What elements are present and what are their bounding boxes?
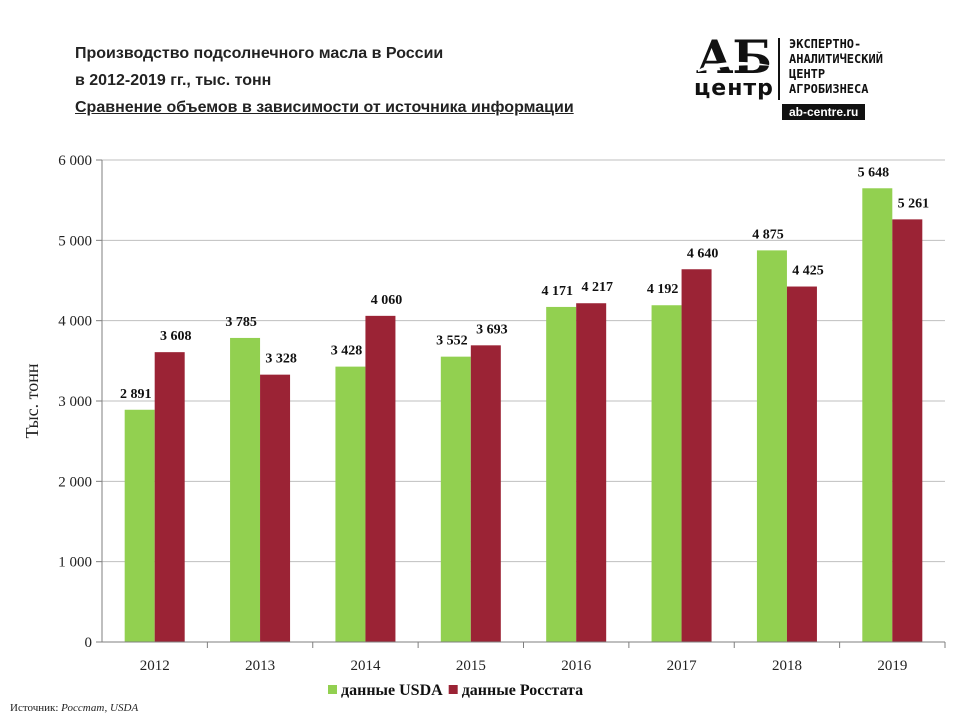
- title-line-2: в 2012-2019 гг., тыс. тонн: [75, 72, 272, 89]
- logo-description: ЭКСПЕРТНО- АНАЛИТИЧЕСКИЙ ЦЕНТР АГРОБИЗНЕ…: [789, 37, 883, 97]
- bars: [124, 188, 923, 642]
- bar: [786, 286, 817, 642]
- x-tick-label: 2018: [772, 658, 802, 674]
- logo-sub: центр: [694, 76, 774, 101]
- x-tick-label: 2014: [350, 658, 381, 674]
- y-tick-label: 2 000: [58, 474, 92, 490]
- logo-desc-line-3: ЦЕНТР: [789, 67, 826, 81]
- bar: [756, 250, 787, 642]
- logo-divider: [778, 38, 780, 100]
- source-note: Источник: Росстат, USDA: [10, 702, 138, 714]
- legend-swatch: [448, 685, 458, 694]
- bar: [260, 374, 291, 642]
- axes: 0 1 000 2 000 3 000 4 000 5 000 6 000 Тыс. тонн…: [22, 153, 946, 674]
- data-label: 4 425: [792, 264, 824, 279]
- legend-swatch: [328, 685, 337, 694]
- y-tick-label: 6 000: [58, 153, 92, 169]
- leaf-icon: [698, 61, 774, 72]
- bar: [440, 356, 471, 642]
- data-label: 3 328: [265, 352, 297, 367]
- y-tick-label: 1 000: [58, 555, 92, 571]
- y-axis-label: Тыс. тонн: [22, 363, 42, 438]
- bar: [546, 306, 577, 642]
- source-label: Источник:: [10, 702, 59, 714]
- bar: [651, 305, 682, 642]
- source-value: Росстат, USDA: [61, 702, 139, 714]
- legend-label: данные USDA: [341, 682, 443, 699]
- data-label: 3 785: [225, 315, 257, 330]
- gridlines: [102, 159, 945, 563]
- data-label: 3 608: [160, 329, 192, 344]
- ab-centre-logo: АБ центр ЭКСПЕРТНО- АНАЛИТИЧЕСКИЙ ЦЕНТР …: [692, 30, 932, 120]
- data-label: 4 192: [647, 282, 679, 297]
- x-tick-label: 2016: [561, 658, 592, 674]
- data-labels: 2 891 3 608 3 785 3 328 3 428 4 060 3 552 3 693…: [120, 165, 929, 401]
- legend: данные USDA данные Росстата: [328, 682, 583, 699]
- title-line-3: Сравнение объемов в зависимости от источ…: [75, 99, 574, 116]
- data-label: 4 217: [581, 280, 613, 295]
- title-line-1: Производство подсолнечного масла в Росси…: [75, 45, 444, 62]
- bar: [862, 188, 893, 642]
- data-label: 4 171: [541, 284, 573, 299]
- logo-mark: АБ: [696, 30, 772, 84]
- data-label: 5 648: [858, 165, 890, 180]
- logo-desc-line-2: АНАЛИТИЧЕСКИЙ: [789, 52, 883, 66]
- y-tick-label: 3 000: [58, 394, 92, 410]
- data-label: 2 891: [120, 387, 152, 402]
- bar: [681, 269, 712, 642]
- data-label: 3 428: [331, 344, 363, 359]
- bar: [365, 315, 396, 642]
- data-label: 3 693: [476, 322, 508, 337]
- bar: [124, 409, 155, 642]
- logo-desc-line-4: АГРОБИЗНЕСА: [789, 82, 869, 96]
- y-tick-label: 4 000: [58, 314, 92, 330]
- bar: [576, 303, 607, 642]
- data-label: 4 060: [371, 293, 403, 308]
- x-tick-label: 2013: [245, 658, 275, 674]
- bar: [470, 345, 501, 642]
- x-tick-label: 2017: [667, 658, 698, 674]
- chart-title: Производство подсолнечного масла в Росси…: [75, 40, 574, 121]
- bar: [335, 366, 366, 642]
- bar: [892, 219, 923, 642]
- data-label: 3 552: [436, 334, 468, 349]
- logo-site: ab-centre.ru: [782, 104, 866, 120]
- x-tick-label: 2015: [456, 658, 486, 674]
- y-tick-label: 0: [85, 635, 93, 651]
- bar: [230, 337, 261, 642]
- data-label: 4 640: [687, 246, 719, 261]
- x-tick-label: 2012: [140, 658, 170, 674]
- data-label: 5 261: [898, 196, 930, 211]
- bar: [154, 352, 185, 642]
- logo-desc-line-1: ЭКСПЕРТНО-: [789, 37, 862, 51]
- legend-label: данные Росстата: [462, 682, 583, 699]
- x-tick-label: 2019: [877, 658, 907, 674]
- data-label: 4 875: [752, 227, 784, 242]
- y-tick-label: 5 000: [58, 233, 92, 249]
